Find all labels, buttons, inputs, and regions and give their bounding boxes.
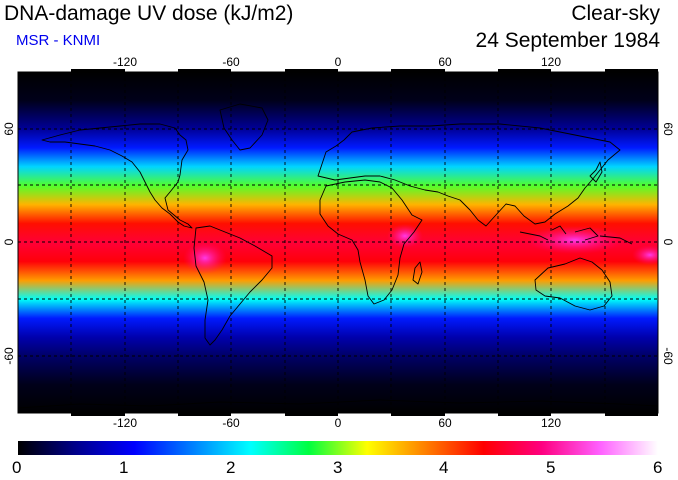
date-label: 24 September 1984 bbox=[475, 29, 660, 52]
lat-label-right: -60 bbox=[661, 347, 675, 365]
colorbar bbox=[18, 441, 658, 455]
frame-border-ticks bbox=[71, 69, 658, 416]
lon-label-top: -120 bbox=[113, 55, 137, 69]
madagascar-coast bbox=[412, 261, 423, 285]
north-america-coast bbox=[41, 123, 193, 229]
pacific-high-dose-patch bbox=[632, 245, 658, 265]
lat-label-right: 0 bbox=[661, 239, 675, 246]
lat-label-left: 0 bbox=[2, 238, 16, 245]
colorbar-label: 5 bbox=[546, 458, 556, 477]
east-africa-high-dose-patch bbox=[387, 224, 423, 248]
sky-condition-label: Clear-sky bbox=[571, 2, 660, 25]
map-title: DNA-damage UV dose (kJ/m2) bbox=[4, 2, 294, 25]
lat-label-left: -60 bbox=[2, 347, 16, 365]
greenland-coast bbox=[219, 103, 269, 151]
lon-label-bottom: -60 bbox=[222, 416, 240, 430]
maritime-continent-high-dose-patch bbox=[525, 226, 625, 254]
graticule bbox=[18, 72, 658, 413]
colorbar-label: 1 bbox=[119, 458, 129, 477]
japan-coast bbox=[589, 161, 603, 183]
colorbar-label: 4 bbox=[439, 458, 449, 477]
lon-label-bottom: 0 bbox=[335, 416, 342, 430]
indonesia-islands bbox=[519, 225, 633, 245]
lon-label-top: 0 bbox=[335, 55, 342, 69]
lon-label-bottom: -120 bbox=[113, 416, 137, 430]
lon-label-bottom: 120 bbox=[541, 416, 561, 430]
longitude-labels-top: -120 -60 0 60 120 bbox=[113, 55, 561, 69]
colorbar-label: 2 bbox=[226, 458, 236, 477]
lon-label-top: 120 bbox=[541, 55, 561, 69]
latitude-labels-right: 60 0 -60 bbox=[661, 122, 675, 365]
colorbar-label: 0 bbox=[12, 458, 22, 477]
longitude-labels-bottom: -120 -60 0 60 120 bbox=[113, 416, 561, 430]
latitude-labels-left: 60 0 -60 bbox=[2, 122, 16, 365]
colorbar-label: 3 bbox=[333, 458, 343, 477]
colorbar-label: 6 bbox=[653, 458, 663, 477]
andes-high-dose-patch bbox=[183, 242, 227, 274]
australia-coast bbox=[534, 257, 613, 311]
south-america-coast bbox=[193, 225, 273, 346]
source-label: MSR - KNMI bbox=[16, 32, 101, 49]
antarctica-coast bbox=[18, 399, 658, 409]
lon-label-bottom: 60 bbox=[438, 416, 452, 430]
lat-label-right: 60 bbox=[661, 122, 675, 136]
europe-asia-coast bbox=[317, 123, 621, 227]
coastlines bbox=[18, 103, 658, 409]
lon-label-top: 60 bbox=[438, 55, 452, 69]
lon-label-top: -60 bbox=[222, 55, 240, 69]
lat-label-left: 60 bbox=[2, 122, 16, 136]
